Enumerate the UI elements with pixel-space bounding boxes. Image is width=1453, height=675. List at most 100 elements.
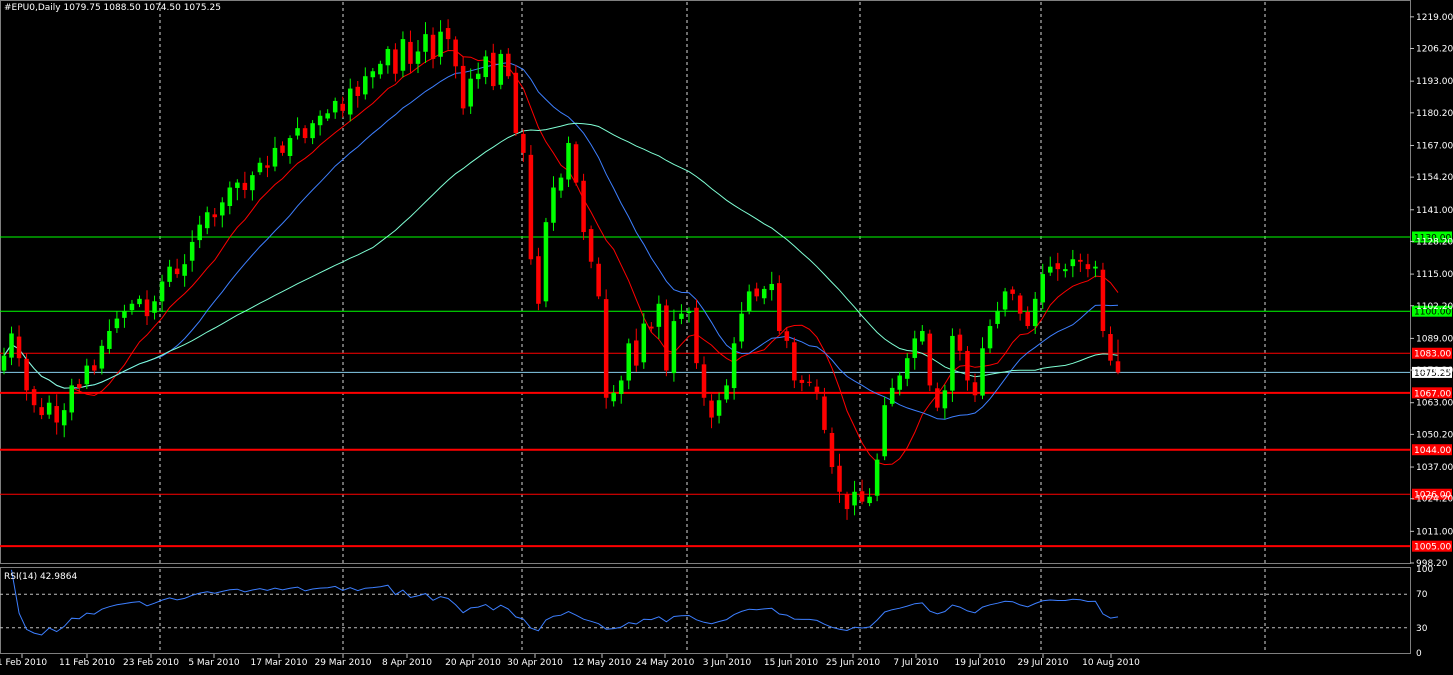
candle-body <box>423 34 428 52</box>
candle-body <box>227 187 233 207</box>
level-price-label: 1005.00 <box>1414 543 1451 553</box>
candle <box>1093 260 1098 278</box>
candle <box>84 358 90 390</box>
candle-body <box>1093 266 1098 269</box>
candle-body <box>475 73 481 80</box>
candle-body <box>445 28 451 40</box>
candle-body <box>31 389 37 406</box>
candle-body <box>1108 334 1113 361</box>
candle-body <box>77 384 82 388</box>
candle-body <box>1100 269 1106 331</box>
candle-body <box>1063 269 1068 272</box>
rsi-indicator: 100 70 30 0 <box>0 565 1433 659</box>
candle-body <box>61 410 67 426</box>
candle-body <box>265 165 270 168</box>
level-price-label: 1100.00 <box>1414 308 1451 318</box>
candle <box>1032 291 1038 334</box>
candle-body <box>581 180 586 233</box>
candle-body <box>280 145 285 153</box>
level-price-label: 1044.00 <box>1414 446 1451 456</box>
candle <box>1100 262 1106 338</box>
level-price-tag <box>1412 387 1452 399</box>
candle <box>626 338 632 390</box>
y-tick-label: 1037.00 <box>1416 463 1453 473</box>
candle <box>385 46 391 74</box>
candle <box>844 491 850 520</box>
rsi-panel-frame <box>0 567 1411 654</box>
y-tick-label: 1063.00 <box>1416 399 1453 409</box>
x-tick-label: 30 Apr 2010 <box>507 658 563 668</box>
candle <box>24 353 29 401</box>
x-tick-label: 19 Jul 2010 <box>955 658 1006 668</box>
candle <box>904 353 910 387</box>
candle <box>950 328 955 402</box>
candle <box>536 247 541 311</box>
y-tick-label: 1219.00 <box>1416 13 1453 23</box>
candle <box>1010 286 1015 301</box>
candle-body <box>618 380 624 394</box>
candle <box>731 337 737 400</box>
candle <box>235 179 240 201</box>
candle <box>1085 253 1091 278</box>
candle <box>837 453 842 503</box>
candle <box>370 68 376 89</box>
candle-body <box>656 303 662 327</box>
candle-body <box>882 405 887 457</box>
x-tick-label: 5 Mar 2010 <box>188 658 240 668</box>
candle-body <box>731 343 737 389</box>
candle <box>242 171 248 199</box>
candle <box>709 394 714 429</box>
candle <box>483 50 488 85</box>
candle-body <box>152 301 157 313</box>
candle-body <box>611 392 616 402</box>
candle <box>423 22 428 64</box>
candle-body <box>204 212 210 229</box>
x-tick-label: 1 Feb 2010 <box>0 658 47 668</box>
candle-body <box>1032 298 1038 327</box>
candle-body <box>347 88 353 115</box>
y-tick-label: 1089.00 <box>1416 334 1453 344</box>
candle <box>528 145 534 265</box>
candle <box>739 302 744 349</box>
candle <box>965 346 970 391</box>
rsi-line <box>11 569 1119 636</box>
y-tick-label: 1141.00 <box>1416 206 1453 216</box>
candle-body <box>340 103 345 111</box>
candle <box>54 394 59 435</box>
candle <box>355 80 361 108</box>
candle <box>39 398 44 420</box>
candle <box>927 329 933 392</box>
level-price-tag <box>1412 444 1452 456</box>
candle-body <box>174 268 180 275</box>
sma-slow-line <box>3 122 1119 389</box>
candle <box>378 60 383 79</box>
candle-body <box>295 128 300 136</box>
candle <box>754 282 759 302</box>
candle-body <box>822 396 827 430</box>
candle <box>16 325 22 367</box>
candle <box>792 337 797 389</box>
candle-body <box>325 113 330 119</box>
candle <box>694 299 699 369</box>
candle-body <box>415 51 421 64</box>
candle <box>317 110 323 136</box>
candle-body <box>588 229 594 262</box>
candle <box>897 371 902 396</box>
candle <box>1017 293 1023 321</box>
candle-body <box>920 330 925 342</box>
candle <box>167 259 172 287</box>
candle <box>807 374 812 387</box>
candle <box>566 136 571 187</box>
candle-body <box>897 375 902 390</box>
candle <box>761 285 767 305</box>
candle-body <box>596 263 601 297</box>
candle-body <box>573 144 579 183</box>
candle <box>558 173 564 198</box>
rsi-y-tick-label: 0 <box>1416 649 1422 659</box>
candle-body <box>1010 289 1015 294</box>
candle <box>490 43 496 91</box>
candle <box>679 304 684 325</box>
candle-body <box>167 266 172 282</box>
x-tick-label: 29 Mar 2010 <box>314 658 371 668</box>
